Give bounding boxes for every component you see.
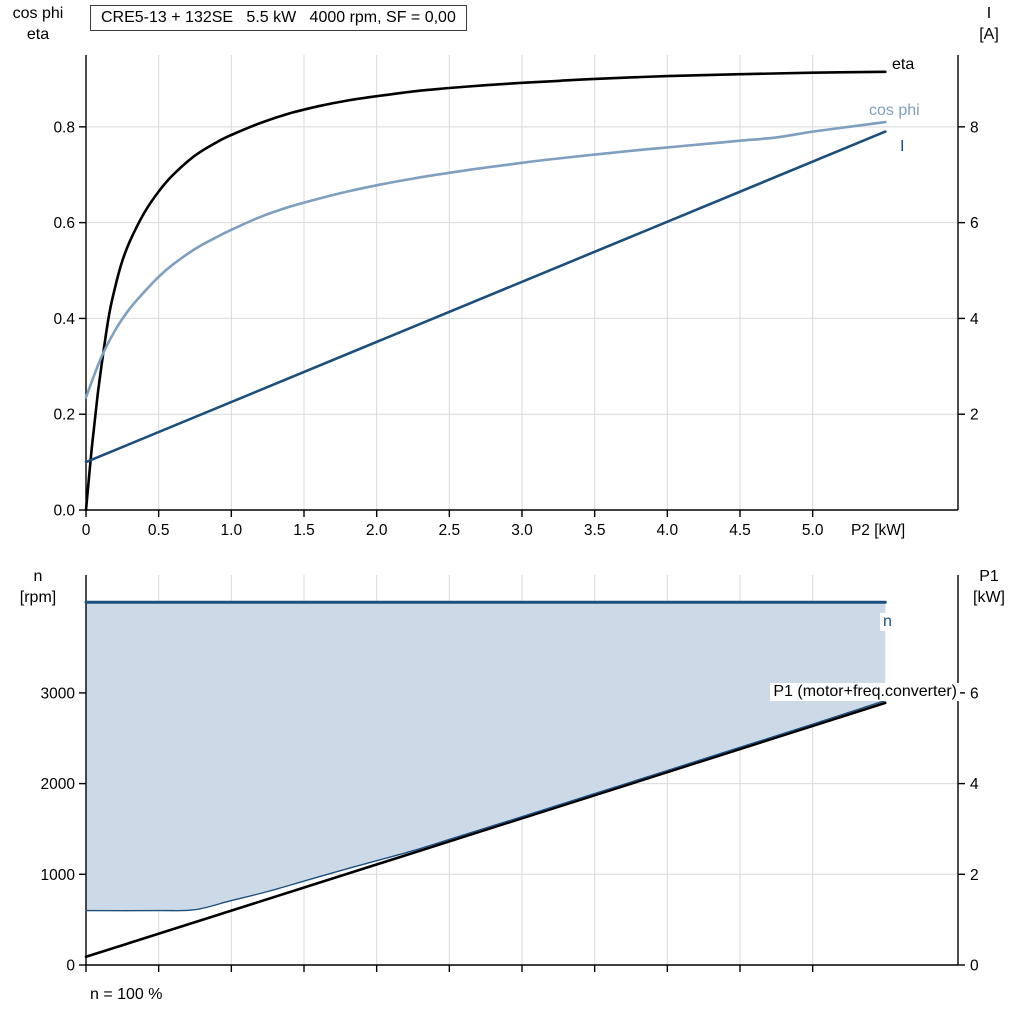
bottom-chart-left-axis-title: n [rpm] (2, 566, 74, 608)
axis-tick-label: 6 (970, 685, 979, 702)
axis-tick-label: 0.8 (53, 119, 75, 136)
axis-title-line: [kW] (973, 589, 1005, 606)
axis-tick-label: 0.4 (53, 311, 75, 328)
axis-tick-label: 1.0 (221, 522, 243, 539)
axis-title-line: [rpm] (19, 589, 57, 606)
axis-tick-label: 3.0 (511, 522, 533, 539)
bottom-chart-right-axis-title: P1 [kW] (960, 566, 1018, 608)
axis-tick-label: 4.5 (729, 522, 751, 539)
axis-tick-label: 0.6 (53, 215, 75, 232)
axis-tick-label: 1.5 (293, 522, 315, 539)
axis-tick-label: 2 (970, 867, 979, 884)
axis-tick-label: 0.0 (53, 503, 75, 520)
axis-title-line: cos phi (12, 5, 64, 22)
axis-tick-label: 5.0 (802, 522, 824, 539)
axis-tick-label: 3000 (41, 685, 76, 702)
axis-tick-label: 1000 (41, 867, 76, 884)
axis-tick-label: 6 (970, 215, 979, 232)
series-cos-phi (84, 120, 887, 399)
axis-tick-label: 2.5 (439, 522, 461, 539)
axis-tick-label: 4 (970, 776, 979, 793)
top-chart-left-axis-title: cos phi eta (2, 3, 74, 45)
p1-curve-label: P1 (motor+freq.converter) (770, 683, 960, 701)
top-chart-right-axis-title: I [A] (960, 3, 1018, 45)
axis-title-line: I (986, 5, 992, 22)
speed-footnote: n = 100 % (90, 986, 163, 1003)
axis-tick-label: P2 [kW] (851, 522, 905, 539)
speed-curve-label: n (880, 613, 895, 631)
chart-title-box: CRE5-13 + 132SE 5.5 kW 4000 rpm, SF = 0,… (90, 5, 467, 31)
axis-tick-label: 0.2 (53, 407, 75, 424)
axis-tick-label: 2 (970, 407, 979, 424)
axis-tick-label: 3.5 (584, 522, 606, 539)
axis-tick-label: 0 (970, 958, 979, 975)
axis-title-line: eta (26, 26, 50, 43)
series-eta (84, 70, 887, 512)
axis-tick-label: 4 (970, 311, 979, 328)
speed-area-fill (86, 602, 886, 911)
eta-curve-label: eta (892, 56, 915, 73)
series-p1-boundary (85, 699, 886, 912)
series-current (84, 130, 887, 464)
axis-tick-label: 2000 (41, 776, 76, 793)
axis-tick-label: 8 (970, 119, 979, 136)
cos-phi-curve-label: cos phi (869, 102, 920, 119)
axis-tick-label: 2.0 (366, 522, 388, 539)
axis-tick-label: 0 (82, 522, 91, 539)
axis-title-line: P1 (979, 568, 999, 585)
axis-title-line: [A] (979, 26, 999, 43)
axis-tick-label: 4.0 (657, 522, 679, 539)
axis-title-line: n (33, 568, 43, 585)
axis-tick-label: 0.5 (148, 522, 170, 539)
current-curve-label: I (900, 138, 905, 155)
axis-tick-label: 0 (66, 958, 75, 975)
series-p1-total (84, 701, 887, 959)
